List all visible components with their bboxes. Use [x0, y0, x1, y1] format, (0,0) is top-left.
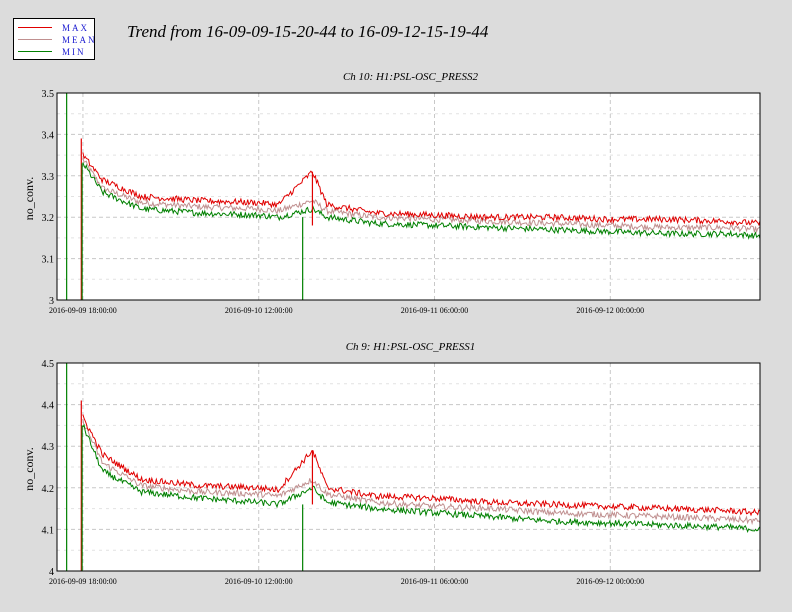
series-line-min: [82, 423, 760, 533]
x-tick-label: 2016-09-11 06:00:00: [401, 577, 468, 586]
y-axis-label: no_conv.: [22, 447, 36, 491]
plot-frame: [56, 362, 761, 572]
legend-item-max: MAX: [18, 22, 94, 34]
series-line-max: [82, 414, 760, 517]
legend-label-mean: MEAN: [62, 35, 97, 45]
chart-panel-1: Ch 10: H1:PSL-OSC_PRESS2 3 3.1 3.2 3.3 3.4 3.5…: [22, 71, 761, 315]
y-tick-label: 4.2: [42, 484, 55, 495]
y-tick-label: 3.5: [42, 89, 55, 100]
chart-legend: MAX MEAN MIN: [13, 18, 95, 60]
x-tick-label: 2016-09-12 00:00:00: [576, 577, 644, 586]
chart-panel-2: Ch 9: H1:PSL-OSC_PRESS1 4 4.1 4.2 4.3 4.4 4.5 2…: [22, 341, 761, 586]
chart-title: Ch 10: H1:PSL-OSC_PRESS2: [343, 71, 479, 83]
series-line-mean: [82, 418, 760, 526]
page-title: Trend from 16-09-09-15-20-44 to 16-09-12…: [127, 22, 489, 41]
legend-label-min: MIN: [62, 47, 86, 57]
x-tick-label: 2016-09-09 18:00:00: [49, 306, 117, 315]
y-tick-label: 4.4: [42, 401, 55, 412]
legend-item-min: MIN: [18, 46, 94, 58]
y-tick-label: 4.1: [42, 525, 55, 536]
x-tick-label: 2016-09-11 06:00:00: [401, 306, 468, 315]
y-axis-label: no_conv.: [22, 177, 36, 221]
y-tick-label: 4: [49, 567, 54, 578]
y-tick-label: 3.2: [42, 213, 55, 224]
legend-label-max: MAX: [62, 23, 90, 33]
y-tick-label: 3.1: [42, 255, 55, 266]
series-line-min: [82, 162, 760, 240]
x-tick-label: 2016-09-10 12:00:00: [225, 577, 293, 586]
series-line-max: [82, 152, 760, 227]
y-tick-label: 4.5: [42, 359, 55, 370]
plot-frame: [56, 92, 761, 301]
y-tick-label: 4.3: [42, 442, 55, 453]
legend-swatch-min: [18, 51, 52, 52]
y-tick-label: 3.3: [42, 172, 55, 183]
series-group: [66, 93, 760, 300]
legend-item-mean: MEAN: [18, 34, 97, 46]
y-tick-label: 3: [49, 296, 54, 307]
x-tick-label: 2016-09-12 00:00:00: [576, 306, 644, 315]
legend-swatch-mean: [18, 39, 52, 40]
x-tick-label: 2016-09-10 12:00:00: [225, 306, 293, 315]
x-tick-label: 2016-09-09 18:00:00: [49, 577, 117, 586]
legend-swatch-max: [18, 27, 52, 28]
y-tick-label: 3.4: [42, 130, 55, 141]
series-group: [66, 363, 760, 571]
chart-title: Ch 9: H1:PSL-OSC_PRESS1: [346, 341, 476, 353]
